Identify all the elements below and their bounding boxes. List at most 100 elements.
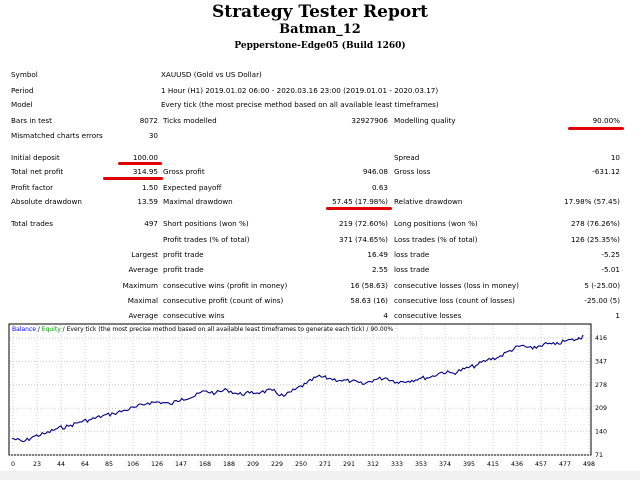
y-tick-label: 278: [595, 382, 607, 389]
server-build: Pepperstone-Edge05 (Build 1260): [234, 41, 406, 51]
avg-cons-losses-label: consecutive losses: [394, 311, 462, 320]
x-tick-label: 209: [247, 461, 259, 468]
largest-loss-value: -5.25: [601, 250, 620, 259]
loss-trades-label: Loss trades (% of total): [394, 235, 478, 244]
mismatch-label: Mismatched charts errors: [11, 131, 103, 140]
average-profit-value: 2.55: [371, 265, 388, 274]
largest-loss-label: loss trade: [394, 250, 430, 259]
period-label: Period: [11, 86, 34, 95]
y-tick-label: 416: [595, 335, 607, 342]
expected-payoff-value: 0.63: [371, 183, 388, 192]
maximum-label: Maximum: [122, 281, 158, 290]
balance-chart: Balance / Equity / Every tick (the most …: [8, 323, 607, 468]
average-loss-label: loss trade: [394, 265, 430, 274]
average-cons-label: Average: [128, 311, 158, 320]
deposit-highlight: [118, 162, 162, 165]
net-profit-label: Total net profit: [11, 167, 64, 176]
ticks-value: 32927906: [351, 116, 388, 125]
net-profit-highlight: [103, 177, 163, 180]
maximal-label: Maximal: [127, 296, 158, 305]
profit-factor-label: Profit factor: [11, 183, 54, 192]
x-axis-ticks: 0 23 44 64 85 106 126 147 168 188 209 229 250 271 291 3…: [11, 461, 595, 468]
quality-highlight: [568, 127, 624, 130]
spread-label: Spread: [394, 153, 420, 162]
legend-equity: Equity: [42, 326, 61, 333]
model-value: Every tick (the most precise method base…: [161, 100, 439, 109]
bars-value: 8072: [139, 116, 158, 125]
model-label: Model: [11, 100, 33, 109]
x-tick-label: 23: [33, 461, 41, 468]
x-tick-label: 457: [535, 461, 547, 468]
x-tick-label: 250: [295, 461, 307, 468]
x-tick-label: 188: [223, 461, 235, 468]
relative-drawdown-label: Relative drawdown: [394, 197, 463, 206]
cons-losses-money-value: 5 (-25.00): [584, 281, 620, 290]
mismatch-value: 30: [148, 131, 158, 140]
average-profit-label: profit trade: [163, 265, 204, 274]
cons-wins-money-label: consecutive wins (profit in money): [163, 281, 288, 290]
cons-loss-count-value: -25.00 (5): [584, 296, 620, 305]
drawdown-highlight: [326, 207, 392, 210]
spread-value: 10: [610, 153, 620, 162]
initial-deposit-label: Initial deposit: [11, 153, 60, 162]
x-tick-label: 271: [319, 461, 331, 468]
profit-factor-value: 1.50: [141, 183, 158, 192]
x-tick-label: 291: [343, 461, 355, 468]
x-tick-label: 353: [415, 461, 427, 468]
symbol-value: XAUUSD (Gold vs US Dollar): [161, 70, 262, 79]
x-tick-label: 436: [511, 461, 523, 468]
y-tick-label: 140: [595, 429, 607, 436]
legend-description: / Every tick (the most precise method ba…: [61, 326, 394, 333]
initial-deposit-value: 100.00: [132, 153, 158, 162]
avg-cons-wins-label: consecutive wins: [163, 311, 225, 320]
relative-drawdown-value: 17.98% (57.45): [564, 197, 620, 206]
gross-loss-label: Gross loss: [394, 167, 431, 176]
quality-label: Modelling quality: [394, 116, 456, 125]
x-tick-label: 126: [151, 461, 163, 468]
report-title: Strategy Tester Report: [211, 2, 429, 22]
bottom-table-edge: [0, 471, 640, 480]
x-tick-label: 64: [81, 461, 89, 468]
bars-label: Bars in test: [11, 116, 52, 125]
loss-trades-value: 126 (25.35%): [570, 235, 620, 244]
y-axis-ticks: 416 347 278 209 140 71: [595, 335, 607, 459]
x-tick-label: 229: [271, 461, 283, 468]
net-profit-value: 314.95: [132, 167, 158, 176]
balance-series-line: [11, 335, 584, 443]
gross-profit-value: 946.08: [362, 167, 388, 176]
chart-legend: Balance / Equity / Every tick (the most …: [12, 326, 394, 333]
y-tick-label: 347: [595, 358, 607, 365]
y-tick-label: 209: [595, 405, 607, 412]
x-tick-label: 85: [105, 461, 113, 468]
largest-profit-value: 16.49: [367, 250, 388, 259]
avg-cons-wins-value: 4: [383, 311, 388, 320]
cons-profit-count-label: consecutive profit (count of wins): [163, 296, 284, 305]
legend-separator: /: [36, 326, 42, 333]
total-trades-value: 497: [144, 219, 158, 228]
short-positions-value: 219 (72.60%): [338, 219, 388, 228]
quality-value: 90.00%: [592, 116, 620, 125]
profit-trades-label: Profit trades (% of total): [163, 235, 250, 244]
maximal-drawdown-value: 57.45 (17.98%): [332, 197, 388, 206]
largest-profit-label: profit trade: [163, 250, 204, 259]
legend-balance: Balance: [12, 326, 36, 333]
cons-profit-count-value: 58.63 (16): [350, 296, 388, 305]
gross-profit-label: Gross profit: [163, 167, 205, 176]
gross-loss-value: -631.12: [592, 167, 620, 176]
largest-label: Largest: [131, 250, 158, 259]
x-tick-label: 374: [439, 461, 451, 468]
cons-wins-money-value: 16 (58.63): [350, 281, 388, 290]
x-tick-label: 498: [583, 461, 595, 468]
average-label: Average: [128, 265, 158, 274]
x-tick-label: 106: [127, 461, 139, 468]
x-tick-label: 168: [199, 461, 211, 468]
x-tick-label: 395: [463, 461, 475, 468]
long-positions-value: 278 (76.26%): [570, 219, 620, 228]
period-value: 1 Hour (H1) 2019.01.02 06:00 - 2020.03.1…: [161, 86, 439, 95]
x-tick-label: 477: [559, 461, 571, 468]
chart-frame: [8, 323, 592, 456]
ticks-label: Ticks modelled: [163, 116, 217, 125]
x-tick-label: 0: [11, 461, 15, 468]
total-trades-label: Total trades: [11, 219, 53, 228]
absolute-drawdown-label: Absolute drawdown: [11, 197, 82, 206]
